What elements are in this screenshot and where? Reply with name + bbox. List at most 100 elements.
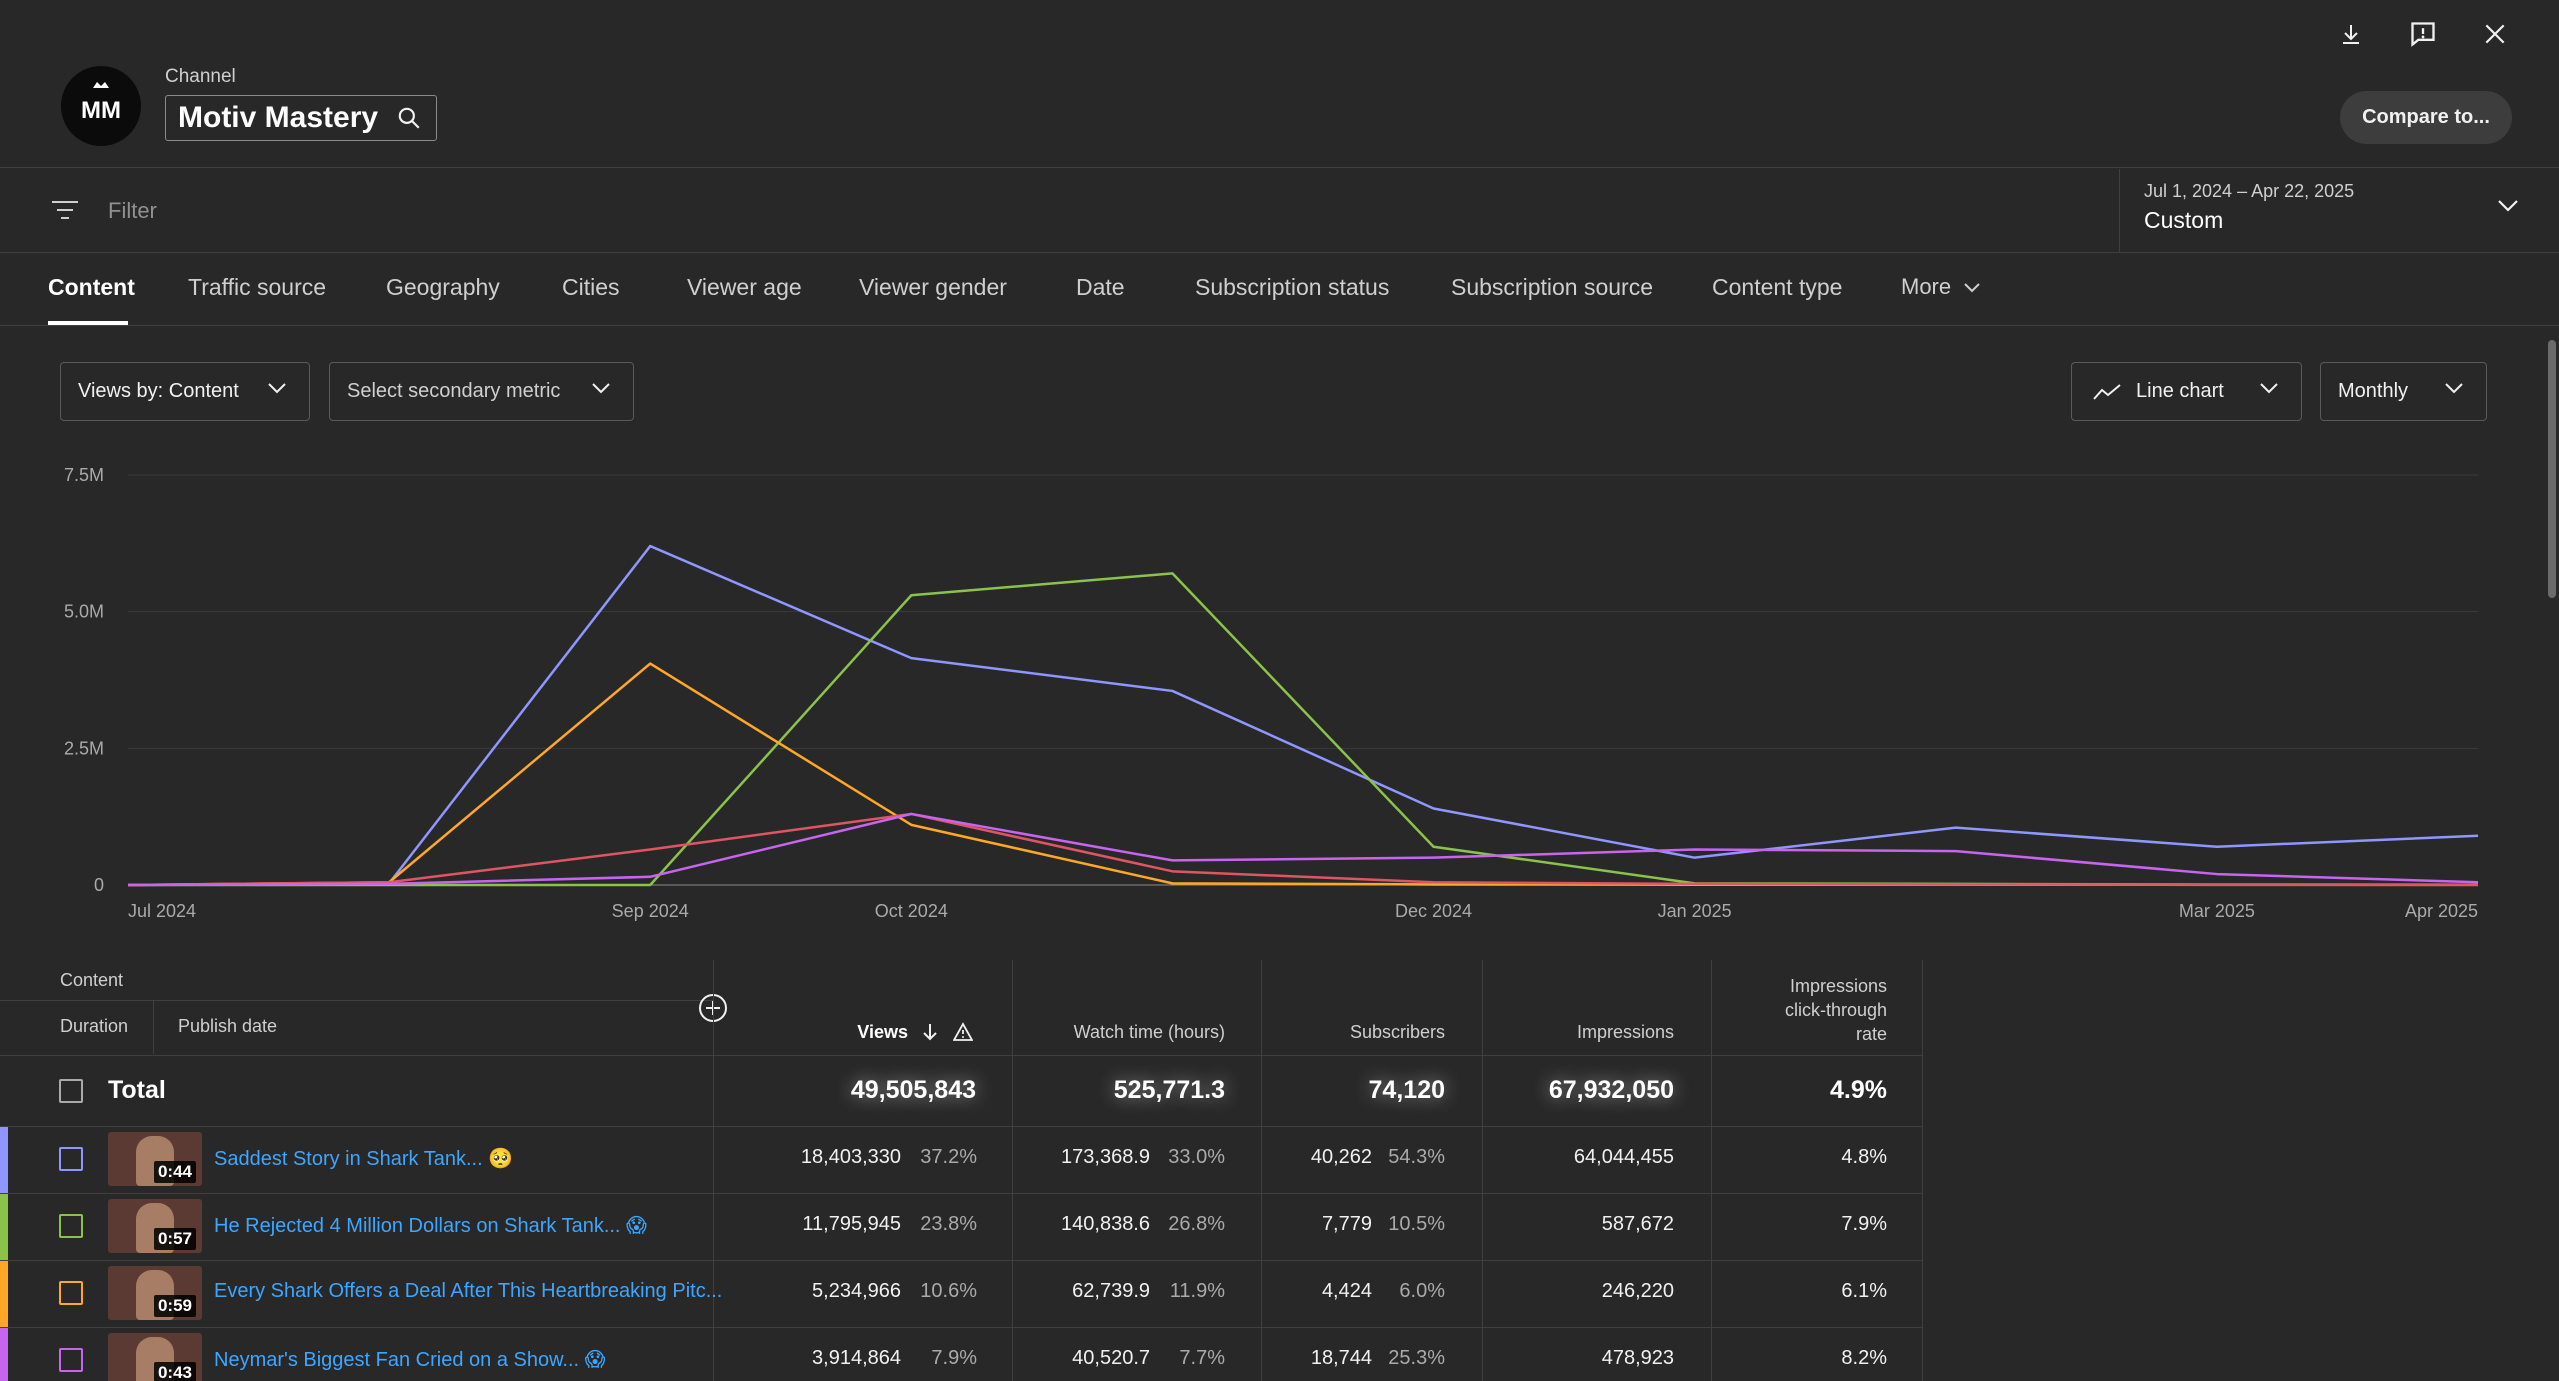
tab-more-label: More bbox=[1901, 274, 1952, 299]
row-checkbox[interactable] bbox=[59, 1348, 83, 1372]
tab-subscription-source[interactable]: Subscription source bbox=[1451, 274, 1653, 300]
tab-traffic-source[interactable]: Traffic source bbox=[188, 274, 327, 300]
compare-button[interactable]: Compare to... bbox=[2340, 91, 2512, 144]
filter-input[interactable]: Filter bbox=[108, 198, 157, 223]
video-duration: 0:43 bbox=[153, 1362, 196, 1381]
download-icon[interactable] bbox=[2333, 16, 2369, 52]
subscribers-value: 18,744 bbox=[1310, 1347, 1372, 1369]
channel-avatar[interactable]: MM bbox=[61, 66, 141, 146]
column-header-watch-time[interactable]: Watch time (hours) bbox=[1073, 1022, 1225, 1042]
channel-selector[interactable]: Motiv Mastery bbox=[165, 95, 437, 141]
watch-time-value: 62,739.9 bbox=[1072, 1280, 1150, 1302]
tab-content-type[interactable]: Content type bbox=[1712, 274, 1843, 300]
ctr-value: 7.9% bbox=[1841, 1213, 1887, 1235]
impressions-value: 478,923 bbox=[1601, 1347, 1674, 1369]
secondary-metric-dropdown[interactable]: Select secondary metric bbox=[329, 362, 634, 421]
watch-time-percent: 7.7% bbox=[1179, 1347, 1225, 1369]
chevron-down-icon bbox=[2260, 383, 2278, 394]
video-thumbnail[interactable]: 0:43 bbox=[108, 1333, 202, 1381]
x-tick-label: Oct 2024 bbox=[875, 901, 948, 921]
series-color-indicator bbox=[0, 1328, 8, 1381]
video-duration: 0:57 bbox=[153, 1228, 196, 1250]
total-checkbox[interactable] bbox=[59, 1079, 83, 1103]
column-header-content[interactable]: Content bbox=[60, 970, 124, 990]
channel-label: Channel bbox=[165, 66, 236, 87]
series-line-1[interactable] bbox=[127, 544, 2479, 887]
column-header-duration[interactable]: Duration bbox=[60, 1016, 129, 1036]
warning-icon[interactable] bbox=[953, 1022, 973, 1042]
video-thumbnail[interactable]: 0:57 bbox=[108, 1199, 202, 1253]
close-icon[interactable] bbox=[2477, 16, 2513, 52]
series-line-4[interactable] bbox=[127, 812, 2479, 887]
views-value: 11,795,945 bbox=[802, 1213, 901, 1235]
y-tick-label: 7.5M bbox=[64, 465, 104, 485]
total-label: Total bbox=[108, 1076, 166, 1104]
video-title-link[interactable]: Every Shark Offers a Deal After This Hea… bbox=[214, 1280, 723, 1302]
column-header-views[interactable]: Views bbox=[857, 1022, 908, 1042]
tab-cities[interactable]: Cities bbox=[562, 274, 620, 300]
column-header-impressions[interactable]: Impressions bbox=[1576, 1022, 1674, 1042]
video-title-link[interactable]: Neymar's Biggest Fan Cried on a Show... … bbox=[214, 1349, 606, 1371]
tab-date[interactable]: Date bbox=[1076, 274, 1125, 300]
watch-time-value: 140,838.6 bbox=[1061, 1213, 1150, 1235]
chevron-down-icon bbox=[1964, 283, 1980, 293]
series-color-indicator bbox=[0, 1194, 8, 1260]
filter-icon[interactable] bbox=[50, 197, 80, 228]
impressions-value: 246,220 bbox=[1601, 1280, 1674, 1302]
tab-viewer-gender[interactable]: Viewer gender bbox=[859, 274, 1007, 300]
feedback-icon[interactable] bbox=[2405, 16, 2441, 52]
ctr-header-line: Impressions bbox=[1789, 976, 1887, 996]
views-percent: 7.9% bbox=[931, 1347, 977, 1369]
primary-metric-dropdown[interactable]: Views by: Content bbox=[60, 362, 310, 421]
subscribers-percent: 10.5% bbox=[1388, 1213, 1445, 1235]
row-divider bbox=[0, 1126, 1922, 1127]
tab-content[interactable]: Content bbox=[48, 274, 135, 300]
y-tick-label: 5.0M bbox=[64, 602, 104, 622]
total-subscribers: 74,120 bbox=[1368, 1076, 1445, 1104]
subscribers-percent: 25.3% bbox=[1388, 1347, 1445, 1369]
x-tick-label: Jul 2024 bbox=[128, 901, 196, 921]
column-header-publish-date[interactable]: Publish date bbox=[178, 1016, 278, 1036]
views-line-chart: 7.5M 5.0M 2.5M 0 Jul 2024 Sep 2024 Oct 2024 Dec… bbox=[64, 465, 2479, 921]
date-range-selector[interactable]: Jul 1, 2024 – Apr 22, 2025 Custom bbox=[2119, 169, 2559, 253]
content-table: Content Duration Publish date Views Watc… bbox=[0, 960, 2559, 1381]
row-checkbox[interactable] bbox=[59, 1281, 83, 1305]
watch-time-percent: 11.9% bbox=[1169, 1280, 1225, 1302]
chart-type-label: Line chart bbox=[2136, 380, 2224, 402]
series-line-2[interactable] bbox=[128, 572, 2479, 887]
date-range-preset: Custom bbox=[2144, 207, 2224, 233]
row-divider bbox=[0, 1193, 1922, 1194]
column-header-ctr[interactable]: Impressions click-through rate bbox=[1711, 974, 1887, 1046]
chart-type-dropdown[interactable]: Line chart bbox=[2071, 362, 2302, 421]
search-icon[interactable] bbox=[396, 105, 422, 136]
svg-text:MM: MM bbox=[81, 97, 121, 124]
sort-down-icon[interactable] bbox=[921, 1022, 939, 1042]
column-divider bbox=[1711, 960, 1712, 1381]
series-line-3[interactable] bbox=[127, 662, 2479, 887]
column-divider bbox=[1482, 960, 1483, 1381]
video-title-link[interactable]: Saddest Story in Shark Tank... 🥺 bbox=[214, 1148, 514, 1170]
row-checkbox[interactable] bbox=[59, 1214, 83, 1238]
tab-subscription-status[interactable]: Subscription status bbox=[1195, 274, 1390, 300]
chevron-down-icon bbox=[2497, 199, 2519, 218]
tab-viewer-age[interactable]: Viewer age bbox=[687, 274, 802, 300]
tab-geography[interactable]: Geography bbox=[386, 274, 500, 300]
series-line-5[interactable] bbox=[127, 812, 2479, 887]
series-color-indicator bbox=[0, 1261, 8, 1327]
subscribers-percent: 54.3% bbox=[1388, 1146, 1445, 1168]
column-header-subscribers[interactable]: Subscribers bbox=[1349, 1022, 1445, 1042]
video-thumbnail[interactable]: 0:59 bbox=[108, 1266, 202, 1320]
video-thumbnail[interactable]: 0:44 bbox=[108, 1132, 202, 1186]
report-header: MM Channel Motiv Mastery Compare to... bbox=[0, 0, 2559, 168]
total-ctr: 4.9% bbox=[1830, 1076, 1887, 1104]
watch-time-value: 173,368.9 bbox=[1061, 1146, 1150, 1168]
row-checkbox[interactable] bbox=[59, 1147, 83, 1171]
ctr-header-line: rate bbox=[1855, 1024, 1887, 1044]
x-tick-label: Dec 2024 bbox=[1395, 901, 1472, 921]
interval-dropdown[interactable]: Monthly bbox=[2320, 362, 2487, 421]
tab-more[interactable]: More bbox=[1901, 274, 1981, 300]
active-tab-indicator bbox=[48, 321, 128, 325]
video-title-link[interactable]: He Rejected 4 Million Dollars on Shark T… bbox=[214, 1215, 647, 1237]
scrollbar[interactable] bbox=[2548, 340, 2556, 598]
header-divider bbox=[0, 1000, 713, 1001]
